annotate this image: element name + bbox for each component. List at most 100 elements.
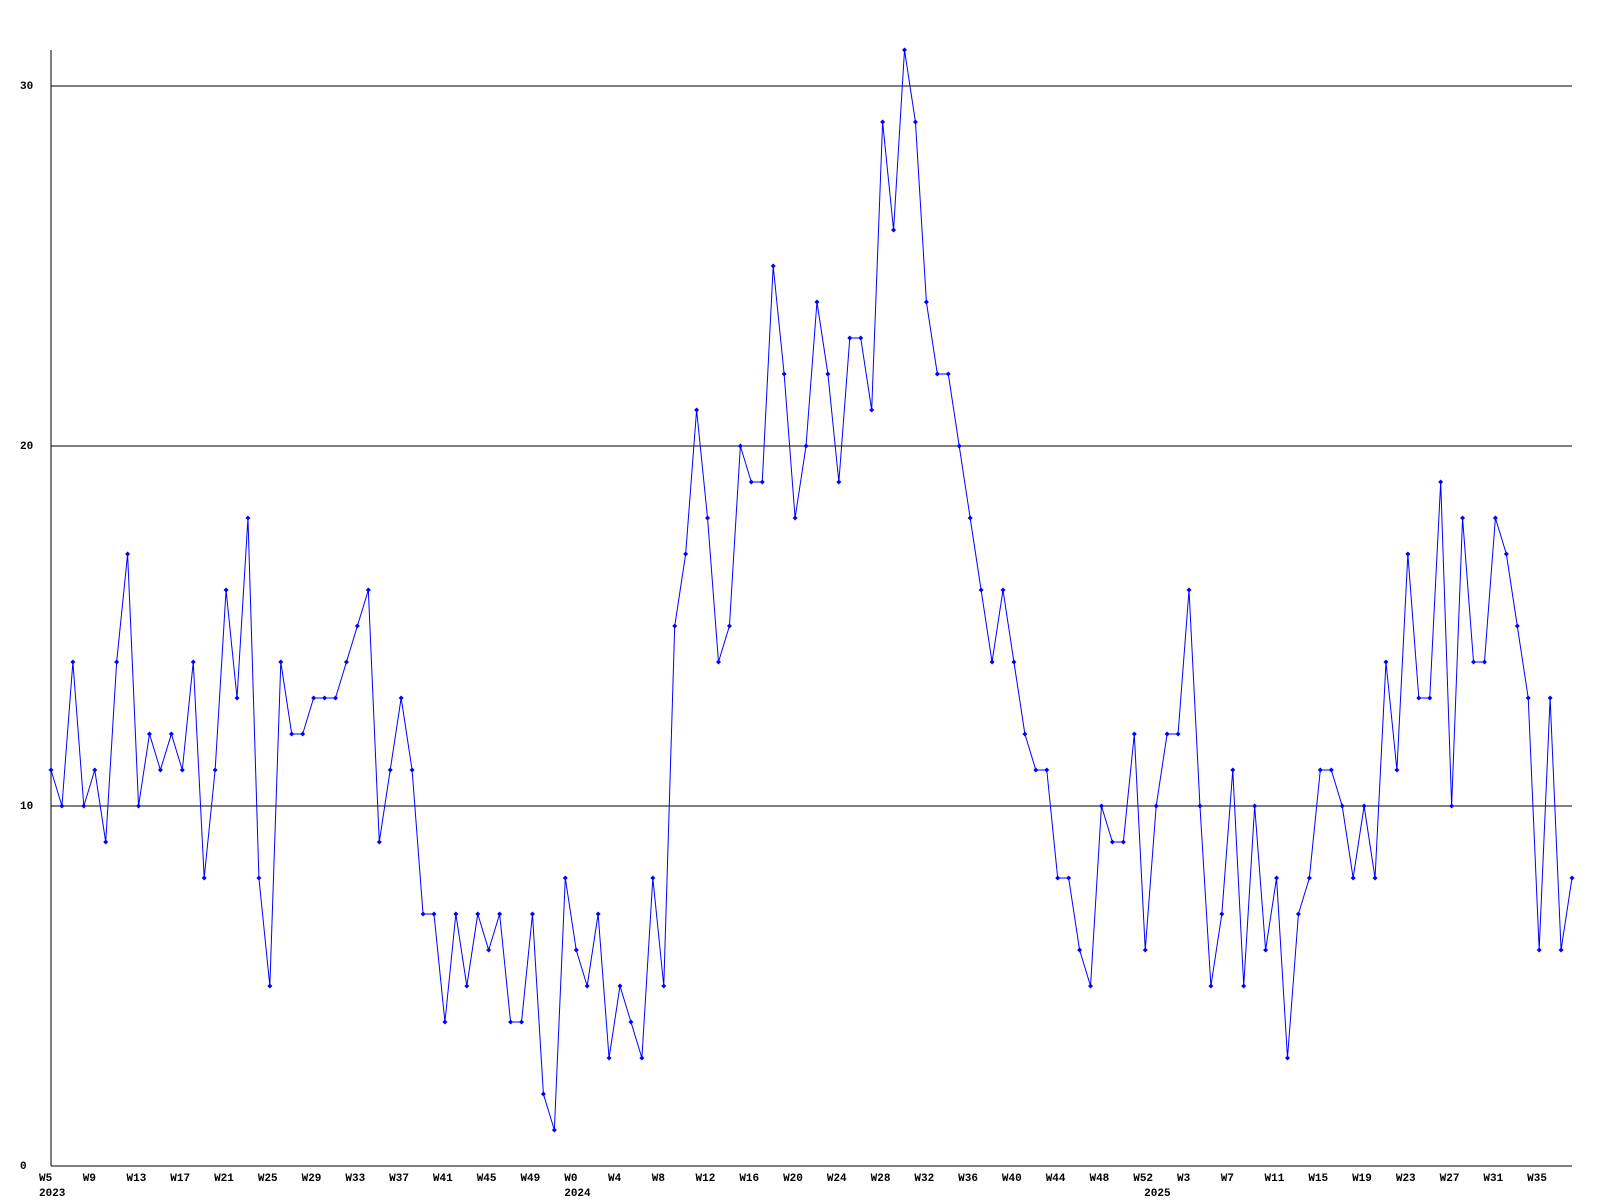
data-point bbox=[179, 767, 185, 773]
data-point bbox=[792, 515, 798, 521]
data-point bbox=[387, 767, 393, 773]
x-tick-label: W52 bbox=[1133, 1173, 1153, 1185]
x-tick-label: W25 bbox=[258, 1173, 278, 1185]
data-point bbox=[376, 839, 382, 845]
data-point bbox=[168, 731, 174, 737]
data-point bbox=[1460, 515, 1466, 521]
data-point bbox=[880, 119, 886, 125]
data-point bbox=[1208, 983, 1214, 989]
data-point bbox=[606, 1055, 612, 1061]
data-point bbox=[289, 731, 295, 737]
x-tick-label: W36 bbox=[958, 1173, 978, 1185]
data-point bbox=[1175, 731, 1181, 737]
x-tick-label: W45 bbox=[477, 1173, 497, 1185]
data-point bbox=[705, 515, 711, 521]
data-point bbox=[934, 371, 940, 377]
data-point bbox=[540, 1091, 546, 1097]
y-tick-label: 0 bbox=[20, 1161, 27, 1173]
data-point bbox=[1033, 767, 1039, 773]
data-point bbox=[1263, 947, 1269, 953]
data-point bbox=[1066, 875, 1072, 881]
data-point bbox=[923, 299, 929, 305]
data-point bbox=[748, 479, 754, 485]
data-point bbox=[519, 1019, 525, 1025]
data-point bbox=[245, 515, 251, 521]
data-point bbox=[125, 551, 131, 557]
data-point bbox=[956, 443, 962, 449]
data-point bbox=[59, 803, 65, 809]
data-point bbox=[595, 911, 601, 917]
data-point bbox=[48, 767, 54, 773]
data-point bbox=[278, 659, 284, 665]
data-point bbox=[1350, 875, 1356, 881]
data-point bbox=[1142, 947, 1148, 953]
data-point bbox=[354, 623, 360, 629]
x-tick-label: W20 bbox=[783, 1173, 803, 1185]
y-tick-label: 30 bbox=[20, 81, 33, 93]
data-point bbox=[1416, 695, 1422, 701]
data-point bbox=[223, 587, 229, 593]
data-point bbox=[431, 911, 437, 917]
data-point bbox=[1405, 551, 1411, 557]
x-tick-label: W24 bbox=[827, 1173, 847, 1185]
data-point bbox=[1536, 947, 1542, 953]
x-tick-label: W31 bbox=[1483, 1173, 1503, 1185]
x-tick-label: W12 bbox=[696, 1173, 716, 1185]
data-point bbox=[1284, 1055, 1290, 1061]
x-tick-label: W21 bbox=[214, 1173, 234, 1185]
data-point bbox=[497, 911, 503, 917]
data-point bbox=[912, 119, 918, 125]
data-point bbox=[442, 1019, 448, 1025]
data-point bbox=[256, 875, 262, 881]
data-point bbox=[322, 695, 328, 701]
data-point bbox=[1131, 731, 1137, 737]
data-point bbox=[1055, 875, 1061, 881]
data-point bbox=[1295, 911, 1301, 917]
data-point bbox=[1558, 947, 1564, 953]
data-point bbox=[683, 551, 689, 557]
data-point bbox=[847, 335, 853, 341]
data-point bbox=[103, 839, 109, 845]
data-point bbox=[1427, 695, 1433, 701]
data-point bbox=[146, 731, 152, 737]
data-point bbox=[1098, 803, 1104, 809]
data-point bbox=[1547, 695, 1553, 701]
data-point bbox=[1230, 767, 1236, 773]
data-point bbox=[1383, 659, 1389, 665]
x-tick-label: W40 bbox=[1002, 1173, 1022, 1185]
x-tick-label: W48 bbox=[1089, 1173, 1109, 1185]
x-tick-label: W44 bbox=[1046, 1173, 1066, 1185]
data-point bbox=[81, 803, 87, 809]
data-point bbox=[1219, 911, 1225, 917]
data-point bbox=[803, 443, 809, 449]
x-tick-label: W27 bbox=[1440, 1173, 1460, 1185]
data-point bbox=[1186, 587, 1192, 593]
x-tick-label: W19 bbox=[1352, 1173, 1372, 1185]
data-point bbox=[1011, 659, 1017, 665]
data-point bbox=[529, 911, 535, 917]
data-point bbox=[212, 767, 218, 773]
data-point bbox=[869, 407, 875, 413]
data-point bbox=[201, 875, 207, 881]
data-point bbox=[92, 767, 98, 773]
data-point bbox=[978, 587, 984, 593]
data-point bbox=[157, 767, 163, 773]
data-point bbox=[1241, 983, 1247, 989]
data-point bbox=[1328, 767, 1334, 773]
data-point bbox=[1109, 839, 1115, 845]
data-point bbox=[1153, 803, 1159, 809]
x-tick-label: W9 bbox=[83, 1173, 96, 1185]
data-point bbox=[453, 911, 459, 917]
x-tick-label: W0 bbox=[564, 1173, 577, 1185]
data-point bbox=[989, 659, 995, 665]
data-point bbox=[136, 803, 142, 809]
data-point bbox=[1306, 875, 1312, 881]
x-tick-label: W15 bbox=[1308, 1173, 1328, 1185]
data-point bbox=[661, 983, 667, 989]
data-point bbox=[1481, 659, 1487, 665]
data-point bbox=[836, 479, 842, 485]
data-point bbox=[1164, 731, 1170, 737]
data-point bbox=[891, 227, 897, 233]
data-point bbox=[1339, 803, 1345, 809]
data-point bbox=[1492, 515, 1498, 521]
